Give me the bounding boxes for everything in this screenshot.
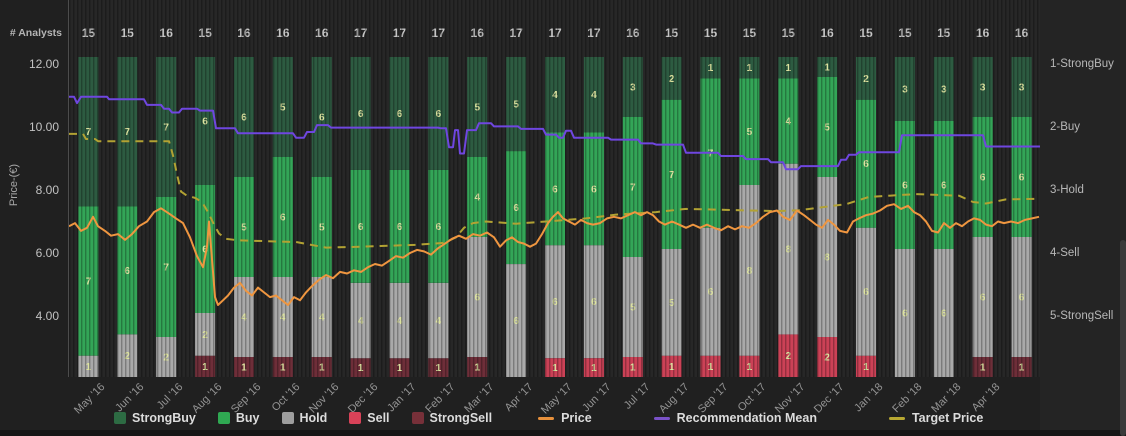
price-tick-4.00: 4.00 bbox=[35, 309, 59, 323]
legend-item-target-price[interactable]: Target Price bbox=[888, 411, 984, 425]
recommendation-label-5: 5-StrongSell bbox=[1050, 310, 1114, 322]
vertical-scrollbar[interactable] bbox=[1120, 240, 1126, 436]
legend-swatch-icon bbox=[217, 412, 230, 424]
legend-item-recommendation-mean[interactable]: Recommendation Mean bbox=[653, 411, 817, 425]
legend-line-icon bbox=[538, 416, 555, 420]
chart-legend: StrongBuy Buy Hold Sell StrongSell Price Recom… bbox=[0, 406, 1126, 430]
legend-label: Hold bbox=[299, 411, 328, 425]
legend-item-hold[interactable]: Hold bbox=[281, 411, 328, 425]
legend-label: StrongBuy bbox=[132, 411, 196, 425]
legend-item-sell[interactable]: Sell bbox=[349, 411, 390, 425]
legend-swatch-icon bbox=[281, 412, 294, 424]
pinstripe-texture bbox=[69, 0, 1041, 377]
recommendation-mean-line[interactable] bbox=[69, 95, 1041, 171]
price-tick-6.00: 6.00 bbox=[35, 246, 59, 260]
legend-label: Target Price bbox=[911, 411, 984, 425]
legend-item-price[interactable]: Price bbox=[538, 411, 592, 425]
legend-swatch-icon bbox=[114, 412, 126, 424]
price-tick-8.00: 8.00 bbox=[35, 183, 59, 197]
legend-line-icon bbox=[888, 416, 905, 420]
legend-label: Sell bbox=[367, 411, 390, 425]
recommendation-axis-panel: 1-StrongBuy 2-Buy 3-Hold 4-Sell 5-StrongSell bbox=[1040, 0, 1126, 436]
legend-swatch-icon bbox=[349, 412, 362, 424]
legend-label: StrongSell bbox=[429, 411, 493, 425]
bottom-edge-strip bbox=[0, 430, 1126, 436]
legend-item-strongsell[interactable]: StrongSell bbox=[411, 411, 493, 425]
recommendation-label-3: 3-Hold bbox=[1050, 184, 1084, 196]
analysts-row-label: # Analysts bbox=[9, 27, 62, 39]
recommendation-label-4: 4-Sell bbox=[1050, 247, 1080, 259]
price-line[interactable] bbox=[69, 203, 1040, 306]
recommendation-label-2: 2-Buy bbox=[1050, 121, 1081, 133]
legend-item-buy[interactable]: Buy bbox=[217, 411, 260, 425]
legend-swatch-icon bbox=[411, 412, 424, 424]
legend-line-icon bbox=[653, 416, 670, 420]
price-tick-10.00: 10.00 bbox=[28, 120, 59, 134]
legend-label: Recommendation Mean bbox=[676, 411, 817, 425]
legend-label: Buy bbox=[235, 411, 260, 425]
legend-item-strongbuy[interactable]: StrongBuy bbox=[114, 411, 196, 425]
price-tick-12.00: 12.00 bbox=[28, 57, 59, 71]
left-axis-gutter: # Analysts Price-(€) 12.00 10.00 8.00 6.00 4… bbox=[0, 0, 68, 377]
target-price-line[interactable] bbox=[69, 132, 1041, 249]
recommendation-label-1: 1-StrongBuy bbox=[1050, 58, 1114, 70]
chart-plot-area[interactable]: 1771526715277161266151456161465161456161… bbox=[68, 0, 1041, 377]
legend-label: Price bbox=[561, 411, 592, 425]
price-axis-title: Price-(€) bbox=[8, 163, 20, 207]
chart-canvas[interactable]: 1771526715277161266151456161465161456161… bbox=[69, 0, 1041, 377]
